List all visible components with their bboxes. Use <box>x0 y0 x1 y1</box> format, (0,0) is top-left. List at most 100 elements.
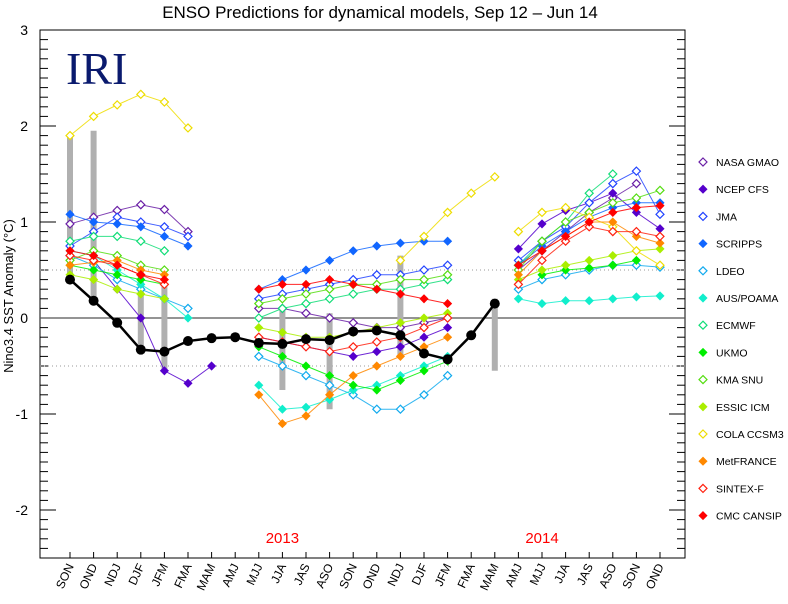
observed-point <box>395 330 406 341</box>
forecast-point <box>301 298 311 309</box>
x-tick-label: MAM <box>194 561 219 592</box>
legend-marker-icon <box>698 157 708 167</box>
forecast-point <box>442 260 453 271</box>
forecast-point <box>607 197 618 208</box>
forecast-point <box>513 279 524 290</box>
legend-label: ESSIC ICM <box>716 402 770 414</box>
legend-label: JMA <box>716 211 737 223</box>
forecast-point <box>301 341 311 352</box>
forecast-point <box>136 222 146 232</box>
forecast-point <box>584 188 595 199</box>
forecast-point <box>254 380 264 390</box>
forecast-point <box>348 371 358 381</box>
forecast-point <box>277 361 288 371</box>
observed-point <box>112 317 123 328</box>
iri-logo: IRI <box>66 43 127 94</box>
legend-marker-icon <box>698 456 708 466</box>
forecast-point <box>466 188 477 199</box>
forecast-point <box>112 260 122 270</box>
forecast-point <box>89 275 99 285</box>
forecast-point <box>655 244 665 254</box>
legend-marker-icon <box>698 265 708 276</box>
observed-point <box>135 344 146 355</box>
y-tick-label: 3 <box>20 22 28 38</box>
forecast-point <box>655 291 665 301</box>
forecast-point <box>65 236 75 247</box>
forecast-point <box>608 251 618 261</box>
y-tick-label: -1 <box>16 406 29 422</box>
forecast-point <box>537 299 547 309</box>
forecast-point <box>348 289 359 299</box>
forecast-point <box>112 231 123 242</box>
forecast-point <box>513 294 523 304</box>
x-tick-label: SON <box>53 561 77 590</box>
forecast-point <box>348 246 358 256</box>
forecast-point <box>631 226 642 237</box>
forecast-point <box>395 289 405 299</box>
forecast-point <box>65 130 75 141</box>
forecast-point <box>112 270 122 280</box>
forecast-point <box>608 188 618 198</box>
observed-point <box>183 336 193 347</box>
x-tick-label: AMJ <box>502 561 525 589</box>
legend-marker-icon <box>698 293 708 303</box>
forecast-point <box>442 370 453 381</box>
legend-marker-icon <box>698 239 708 249</box>
forecast-point <box>136 289 146 299</box>
forecast-point <box>277 279 287 289</box>
observed-point <box>253 337 264 348</box>
legend-label: SINTEX-F <box>716 483 764 495</box>
x-tick-label: JAS <box>574 561 596 587</box>
forecast-point <box>372 361 382 371</box>
forecast-point <box>88 255 99 266</box>
forecast-point <box>88 231 99 242</box>
forecast-point <box>372 385 382 395</box>
forecast-point <box>442 269 453 280</box>
chart-title: ENSO Predictions for dynamical models, S… <box>162 3 598 22</box>
legend-label: MetFRANCE <box>716 456 777 468</box>
x-tick-label: FMA <box>171 561 194 590</box>
forecast-point <box>183 231 193 242</box>
forecast-line <box>69 213 189 247</box>
forecast-point <box>159 97 170 107</box>
x-tick-label: MJJ <box>244 561 266 587</box>
forecast-point <box>631 193 642 203</box>
forecast-point <box>89 251 99 261</box>
forecast-point <box>159 204 170 215</box>
forecast-point <box>277 327 287 337</box>
forecast-point <box>112 100 123 110</box>
forecast-point <box>325 255 335 265</box>
legend-marker-icon <box>698 483 708 494</box>
forecast-point <box>207 361 217 371</box>
forecast-point <box>537 265 547 275</box>
forecast-point <box>325 275 335 285</box>
y-tick-label: 1 <box>20 214 28 230</box>
forecast-point <box>183 303 193 314</box>
forecast-point <box>655 231 665 242</box>
x-tick-label: JJA <box>268 561 289 585</box>
y-tick-label: -2 <box>16 502 29 518</box>
forecast-line <box>69 204 189 232</box>
forecast-point <box>631 255 641 265</box>
forecast-point <box>560 217 571 227</box>
forecast-point <box>324 346 335 357</box>
forecast-point <box>88 111 99 122</box>
legend: NASA GMAO NCEP CFS JMA SCRIPPS LDEO AUS/POAMA… <box>698 157 784 523</box>
forecast-point <box>348 317 359 328</box>
forecast-point <box>348 341 359 352</box>
observed-point <box>419 348 429 359</box>
legend-label: NASA GMAO <box>716 157 779 169</box>
observed-point <box>489 298 500 309</box>
forecast-point <box>136 313 146 323</box>
forecast-point <box>159 366 169 376</box>
observed-point <box>206 333 217 344</box>
forecast-point <box>183 313 193 323</box>
forecast-point <box>371 337 382 347</box>
year-label: 2013 <box>266 530 299 547</box>
forecast-point <box>537 246 547 256</box>
forecast-point <box>513 244 523 254</box>
forecast-point <box>135 199 146 210</box>
forecast-point <box>395 255 406 266</box>
forecast-point <box>419 332 429 342</box>
